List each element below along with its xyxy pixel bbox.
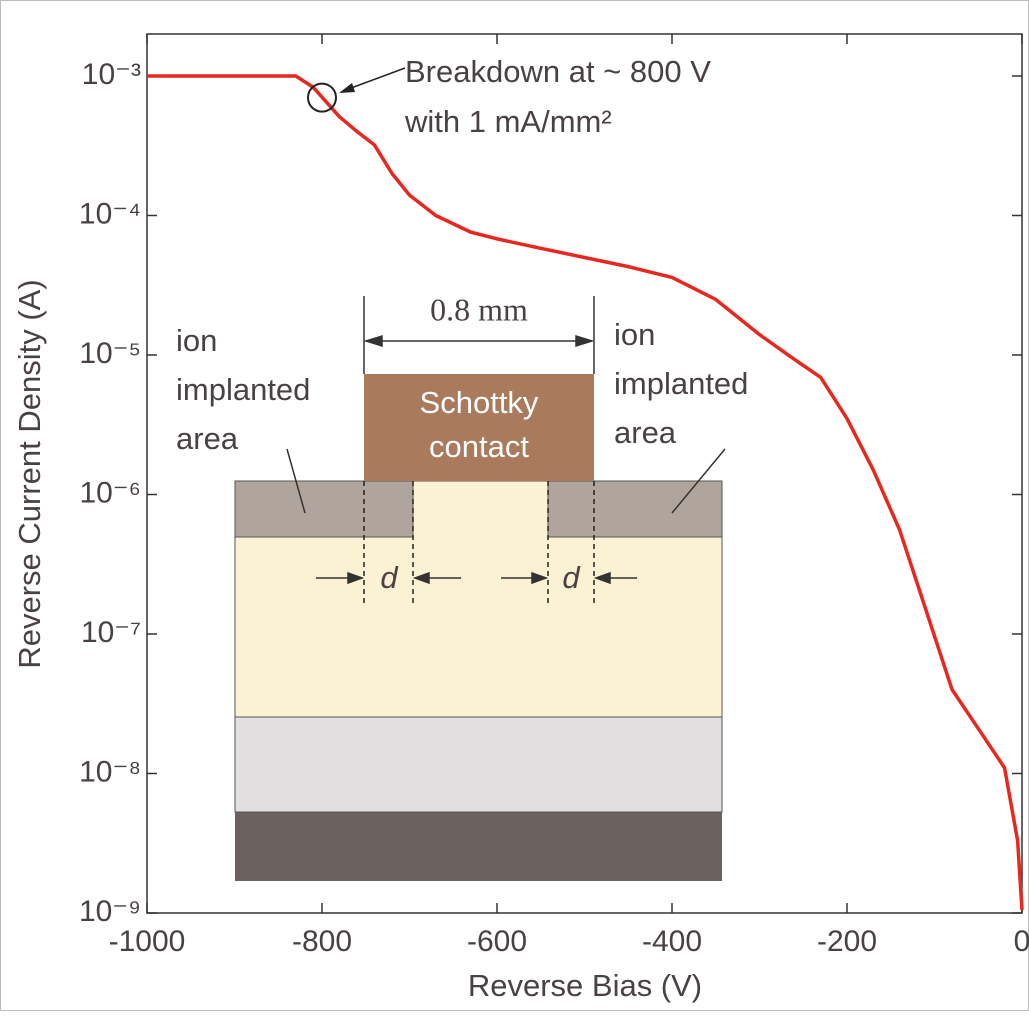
y-tick-label: 10⁻⁷ (81, 616, 141, 649)
buffer-layer (234, 716, 723, 813)
gap-label: d (380, 560, 399, 595)
annotation-marker (307, 82, 337, 113)
contact-label: Schottky (420, 385, 539, 420)
y-tick-label: 10⁻⁸ (79, 755, 141, 788)
implant-label: implanted (614, 366, 748, 401)
y-tick-label: 10⁻⁴ (79, 197, 141, 230)
implant-label: area (176, 421, 239, 456)
gap-label: d (562, 560, 581, 595)
data-line (147, 74, 1024, 911)
implant-label: implanted (176, 372, 310, 407)
annotation-arrowhead (339, 83, 355, 93)
y-tick-label: 10⁻⁹ (79, 895, 141, 928)
contact-label: contact (429, 429, 529, 464)
annotation: with 1 mA/mm² (404, 104, 612, 139)
plot-frame (146, 33, 1023, 914)
dimension-arrow (286, 296, 726, 585)
implanted-left (234, 480, 414, 538)
y-tick-label: 10⁻⁵ (79, 337, 141, 370)
y-axis-title: Reverse Current Density (A) (12, 279, 47, 668)
dimension-label: 0.8 mm (430, 291, 528, 327)
x-tick-label: -600 (467, 925, 527, 958)
x-tick-label: -1000 (109, 925, 186, 958)
dashed-guides (363, 481, 595, 606)
implanted-right (547, 480, 723, 538)
annotation: Breakdown at ~ 800 V (405, 54, 711, 89)
implant-label: ion (614, 317, 655, 352)
substrate (235, 812, 722, 881)
x-tick-label: -800 (292, 925, 352, 958)
x-tick-label: -400 (642, 925, 702, 958)
y-tick-label: 10⁻⁶ (79, 476, 141, 509)
y-tick-label: 10⁻³ (82, 58, 141, 91)
x-axis-title: Reverse Bias (V) (468, 968, 702, 1003)
x-tick-label: -200 (817, 925, 877, 958)
x-tick-label: 0 (1014, 925, 1029, 958)
implant-label: area (614, 415, 677, 450)
inset-diagram: 0.8 mm Schottky contact ion implanted ar… (176, 291, 748, 881)
implant-label: ion (176, 323, 217, 358)
schottky-contact (364, 374, 594, 481)
